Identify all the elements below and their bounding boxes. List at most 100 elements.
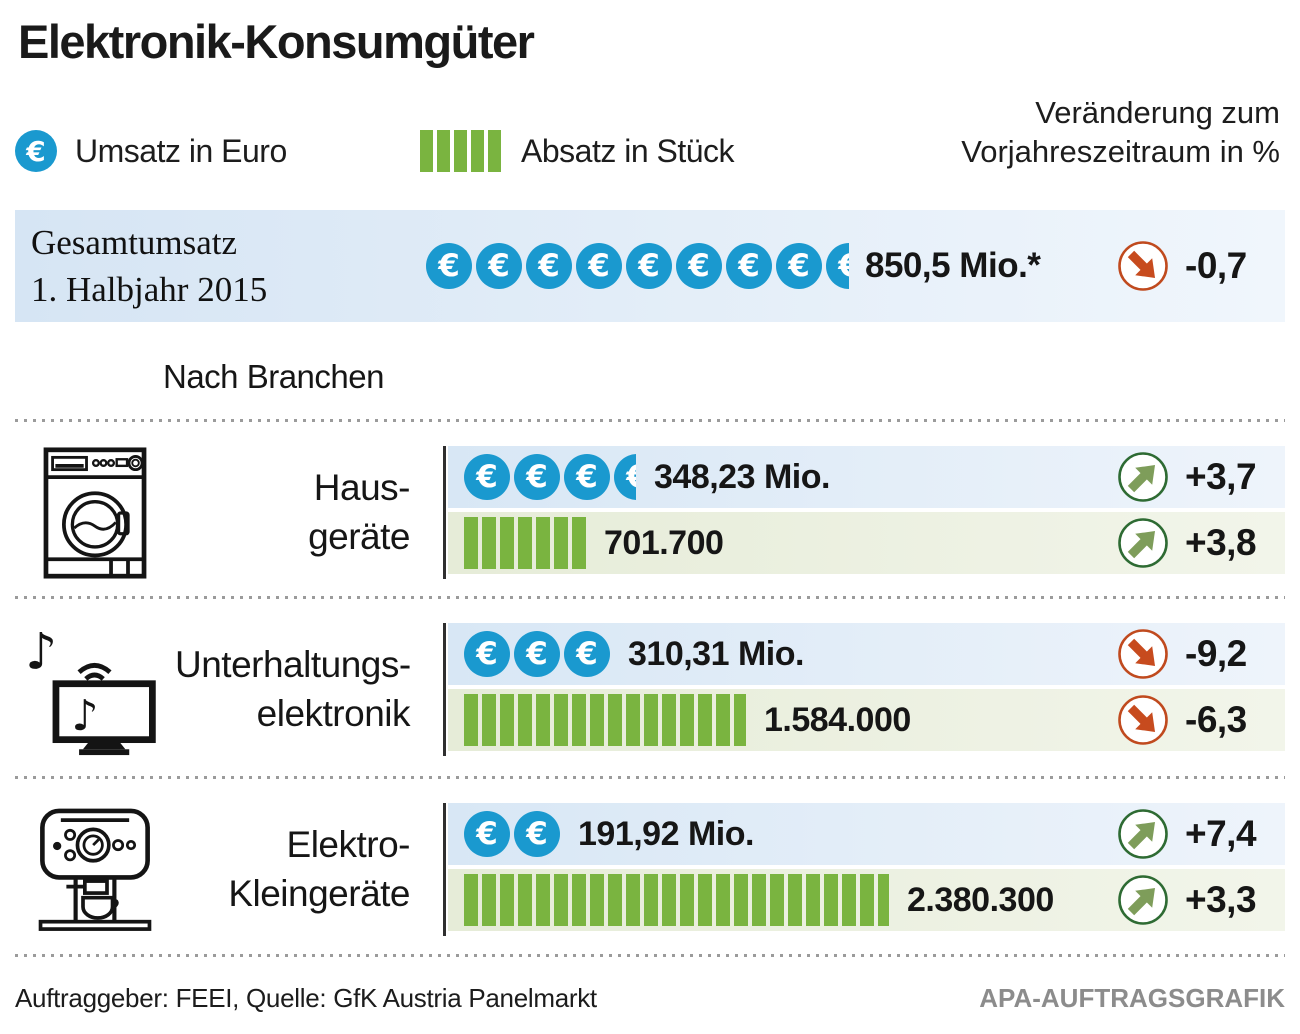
svg-text:♪: ♪	[25, 622, 57, 680]
divider	[15, 954, 1285, 957]
footer-source: Auftraggeber: FEEI, Quelle: GfK Austria …	[15, 983, 597, 1013]
euro-coin-icon: €	[464, 811, 510, 857]
branch-row-unterhaltungselektronik: ♪ ♪ Unterhaltungs- elektronik € € € 310,31…	[15, 622, 1285, 756]
unit-bar-icon	[590, 874, 604, 926]
unit-bar-icon	[716, 694, 730, 746]
revenue-value: 191,92 Mio.	[578, 814, 754, 853]
revenue-value: 310,31 Mio.	[628, 634, 804, 673]
unit-bars-icon	[420, 130, 501, 172]
euro-coin-icon: €	[564, 454, 610, 500]
trend-up-icon	[1117, 808, 1169, 860]
euro-coin-icon: €	[676, 243, 722, 289]
unit-bar-icon	[554, 517, 568, 569]
unit-bar-icon	[518, 694, 532, 746]
unit-bar-icon	[518, 874, 532, 926]
revenue-change: +3,7	[1185, 456, 1257, 497]
euro-coin-icon: €	[464, 631, 510, 677]
unit-bar-icon	[644, 874, 658, 926]
unit-bar-icon	[806, 874, 820, 926]
unit-bar-icon	[716, 874, 730, 926]
unit-bar-icon	[464, 517, 478, 569]
divider	[15, 776, 1285, 779]
section-label: Nach Branchen	[163, 358, 384, 395]
unit-bar-partial-icon	[878, 874, 889, 926]
unit-bar-icon	[734, 874, 748, 926]
euro-coin-icon: €	[776, 243, 822, 289]
unit-bar-icon	[590, 694, 604, 746]
legend-umsatz: € Umsatz in Euro	[15, 130, 287, 172]
unit-bar-icon	[608, 694, 622, 746]
unit-bars	[464, 517, 586, 569]
total-change: -0,7	[1185, 245, 1247, 286]
unit-bar-icon	[464, 874, 478, 926]
unit-bar-icon	[518, 517, 532, 569]
unit-bars	[464, 874, 889, 926]
euro-coin-icon: €	[15, 130, 57, 172]
euro-coin-icon: €	[464, 454, 510, 500]
units-subrow: 1.584.000 -6,3	[448, 689, 1285, 751]
unit-bar-icon	[536, 517, 550, 569]
unit-bar-icon	[662, 874, 676, 926]
divider	[15, 419, 1285, 422]
revenue-value: 348,23 Mio.	[654, 457, 830, 496]
footer-credit: APA-AUFTRAGSGRAFIK	[979, 983, 1285, 1013]
unit-bar-icon	[536, 694, 550, 746]
units-change: -6,3	[1185, 699, 1247, 740]
unit-bar-icon	[482, 874, 496, 926]
unit-bar-icon	[626, 694, 640, 746]
unit-bar-partial-icon	[734, 694, 746, 746]
units-change: +3,8	[1185, 522, 1257, 563]
revenue-subrow: € € 191,92 Mio. +7,4	[448, 803, 1285, 865]
unit-bar-icon	[752, 874, 766, 926]
euro-coin-icon: €	[526, 243, 572, 289]
units-value: 2.380.300	[907, 880, 1054, 919]
branch-row-elektro-kleingeraete: Elektro- Kleingeräte € € 191,92 Mio. +7,4…	[15, 803, 1285, 936]
unit-bar-icon	[770, 874, 784, 926]
euro-coin-icon: €	[576, 243, 622, 289]
branch-name: Elektro- Kleingeräte	[228, 824, 410, 914]
svg-text:♪: ♪	[71, 692, 98, 741]
trend-down-icon	[1117, 694, 1169, 746]
divider	[443, 446, 446, 579]
entertainment-tv-icon: ♪ ♪	[15, 622, 175, 756]
divider	[443, 623, 446, 756]
euro-coin-partial-icon: €	[826, 243, 849, 289]
unit-bar-icon	[698, 694, 712, 746]
unit-bar-icon	[608, 874, 622, 926]
unit-bar-icon	[536, 874, 550, 926]
branch-row-hausgeraete: Haus- geräte €€€€ 348,23 Mio. +3,7 701.7…	[15, 446, 1285, 579]
euro-coin-icon: €	[514, 811, 560, 857]
branch-name: Unterhaltungs- elektronik	[175, 644, 411, 734]
revenue-subrow: € € € 310,31 Mio. -9,2	[448, 623, 1285, 685]
unit-bar-icon	[554, 694, 568, 746]
unit-bar-icon	[572, 874, 586, 926]
unit-bar-icon	[464, 694, 478, 746]
unit-bar-icon	[662, 694, 676, 746]
unit-bar-icon	[860, 874, 874, 926]
trend-up-icon	[1117, 517, 1169, 569]
unit-bars	[464, 694, 746, 746]
trend-up-icon	[1117, 451, 1169, 503]
unit-bar-icon	[698, 874, 712, 926]
trend-down-icon	[1117, 240, 1169, 292]
euro-coin-icon: €	[426, 243, 472, 289]
units-change: +3,3	[1185, 879, 1257, 920]
units-subrow: 701.700 +3,8	[448, 512, 1285, 574]
unit-bar-icon	[572, 694, 586, 746]
euro-coin-icon: €	[514, 454, 560, 500]
unit-bar-icon	[680, 874, 694, 926]
units-subrow: 2.380.300 +3,3	[448, 869, 1285, 931]
trend-up-icon	[1117, 874, 1169, 926]
divider	[15, 596, 1285, 599]
total-row: Gesamtumsatz 1. Halbjahr 2015 € € € € € € € € € …	[15, 210, 1285, 322]
unit-bar-icon	[788, 874, 802, 926]
unit-bar-icon	[842, 874, 856, 926]
trend-down-icon	[1117, 628, 1169, 680]
legend-absatz-label: Absatz in Stück	[521, 132, 735, 169]
total-euro-coins: € € € € € € € € €	[426, 243, 849, 289]
euro-coin-icon: €	[476, 243, 522, 289]
euro-coin-partial-icon: €	[614, 454, 636, 500]
legend-absatz: Absatz in Stück	[420, 130, 735, 172]
washing-machine-icon	[15, 446, 175, 579]
unit-bar-icon	[500, 517, 514, 569]
